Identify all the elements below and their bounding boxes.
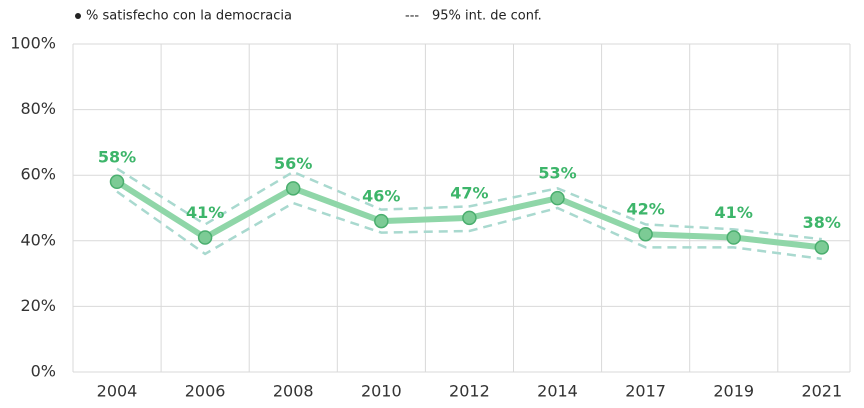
legend-label: % satisfecho con la democracia [86,9,292,24]
data-point [462,210,477,226]
y-tick-label: 0% [31,362,56,381]
confidence-line [116,190,822,261]
data-point [109,174,125,190]
data-label: 41% [186,203,224,222]
data-label: 38% [803,213,841,232]
legend-dashes: --- [405,9,419,24]
data-label: 58% [98,147,136,166]
data-label: 56% [274,154,312,173]
data-point [285,181,301,196]
x-tick-label: 2012 [449,382,490,401]
x-tick-label: 2006 [185,382,226,401]
x-tick-label: 2008 [273,382,314,401]
y-tick-label: 60% [20,165,56,184]
data-point [374,213,389,229]
data-label: 46% [362,187,400,206]
x-tick-label: 2019 [713,382,754,401]
x-tick-label: 2010 [361,382,402,401]
x-tick-label: 2004 [97,382,138,401]
y-tick-label: 100% [10,34,56,53]
data-label: 53% [538,164,576,183]
y-tick-label: 40% [20,230,56,249]
x-tick-label: 2021 [801,382,842,401]
data-point [550,190,565,206]
confidence-line [116,167,822,241]
legend-label: 95% int. de conf. [432,9,542,24]
data-point [197,230,213,245]
data-label: 47% [450,183,488,202]
data-point [814,240,830,255]
legend-bullet [75,13,81,19]
y-tick-label: 20% [20,296,56,315]
data-point [638,226,653,242]
data-label: 42% [626,200,664,219]
y-tick-label: 80% [20,99,56,118]
x-tick-label: 2017 [625,382,666,401]
x-tick-label: 2014 [537,382,578,401]
data-label: 41% [715,203,753,222]
data-point [726,230,741,245]
